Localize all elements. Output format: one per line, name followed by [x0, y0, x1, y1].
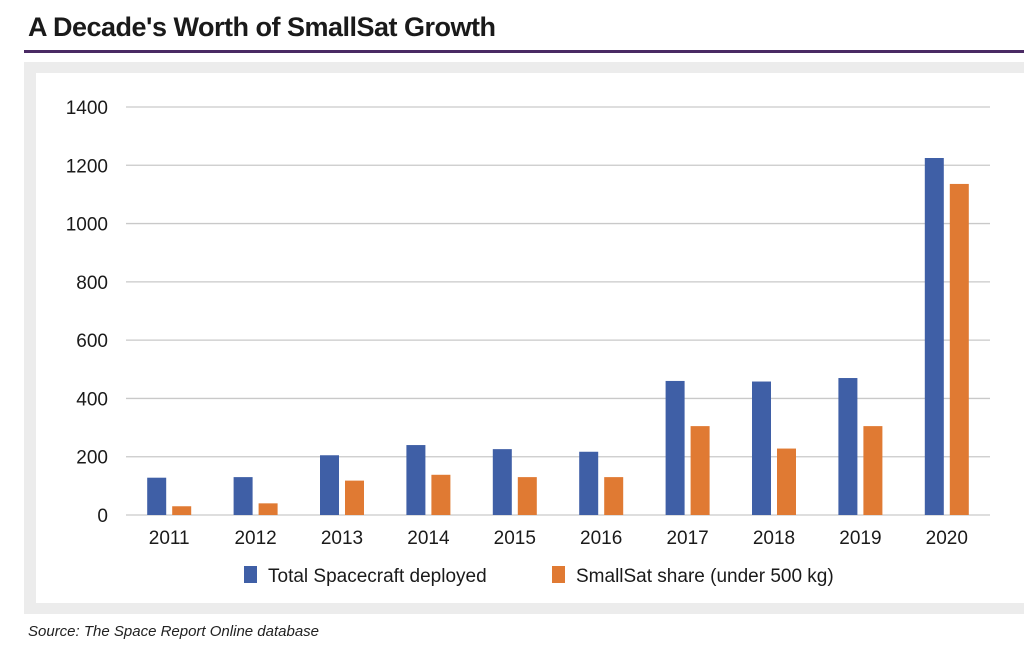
- bar-total-2015: [492, 449, 512, 515]
- bar-total-2012: [233, 477, 253, 515]
- legend-swatch-total: [244, 566, 257, 583]
- x-tick-label: 2013: [321, 528, 363, 549]
- y-tick-label: 1400: [66, 98, 108, 119]
- legend-label-smallsat: SmallSat share (under 500 kg): [576, 566, 834, 587]
- bar-smallsat-2013: [345, 480, 364, 515]
- bar-smallsat-2011: [172, 506, 192, 515]
- title-rule: [24, 50, 1024, 53]
- bar-smallsat-2014: [431, 474, 451, 515]
- bar-total-2020: [924, 158, 944, 515]
- bar-smallsat-2012: [258, 503, 278, 515]
- x-tick-label: 2016: [580, 528, 622, 549]
- chart-title: A Decade's Worth of SmallSat Growth: [28, 12, 496, 42]
- source-note: Source: The Space Report Online database: [28, 623, 320, 640]
- x-tick-label: 2020: [926, 528, 968, 549]
- bar-smallsat-2018: [777, 448, 796, 515]
- y-axis-tick-labels: 0 200 400 600 800 1000 1200 1400: [66, 98, 108, 527]
- y-tick-label: 800: [76, 273, 108, 294]
- x-tick-label: 2015: [494, 528, 536, 549]
- bar-smallsat-2019: [863, 426, 883, 515]
- x-tick-label: 2011: [149, 528, 190, 549]
- bar-smallsat-2017: [690, 426, 710, 515]
- bar-total-2019: [838, 378, 858, 515]
- x-axis-tick-labels: 2011 2012 2013 2014 2015 2016 2017 2018 2019 2020: [149, 528, 968, 549]
- bar-total-2014: [406, 445, 426, 515]
- y-tick-label: 1200: [66, 156, 108, 177]
- legend-swatch-smallsat: [552, 566, 565, 583]
- bar-total-2016: [579, 451, 599, 515]
- y-tick-label: 200: [76, 448, 108, 469]
- y-tick-label: 0: [97, 506, 108, 527]
- bar-smallsat-2020: [949, 183, 969, 516]
- x-tick-label: 2014: [407, 528, 450, 549]
- bar-total-2011: [147, 477, 167, 515]
- y-tick-label: 600: [76, 331, 108, 352]
- legend-label-total: Total Spacecraft deployed: [268, 566, 487, 587]
- bar-total-2018: [752, 381, 771, 515]
- bar-smallsat-2016: [604, 477, 624, 515]
- x-tick-label: 2012: [234, 528, 276, 549]
- bar-total-2017: [665, 380, 685, 515]
- legend: Total Spacecraft deployed SmallSat share …: [244, 566, 834, 587]
- gridlines: [126, 106, 990, 516]
- chart-panel: [24, 62, 1024, 614]
- bars: [147, 158, 969, 516]
- y-tick-label: 400: [76, 389, 108, 410]
- y-tick-label: 1000: [66, 215, 108, 236]
- x-tick-label: 2018: [753, 528, 795, 549]
- x-tick-label: 2017: [666, 528, 708, 549]
- x-tick-label: 2019: [839, 528, 881, 549]
- bar-smallsat-2015: [517, 477, 537, 515]
- bar-total-2013: [320, 455, 339, 515]
